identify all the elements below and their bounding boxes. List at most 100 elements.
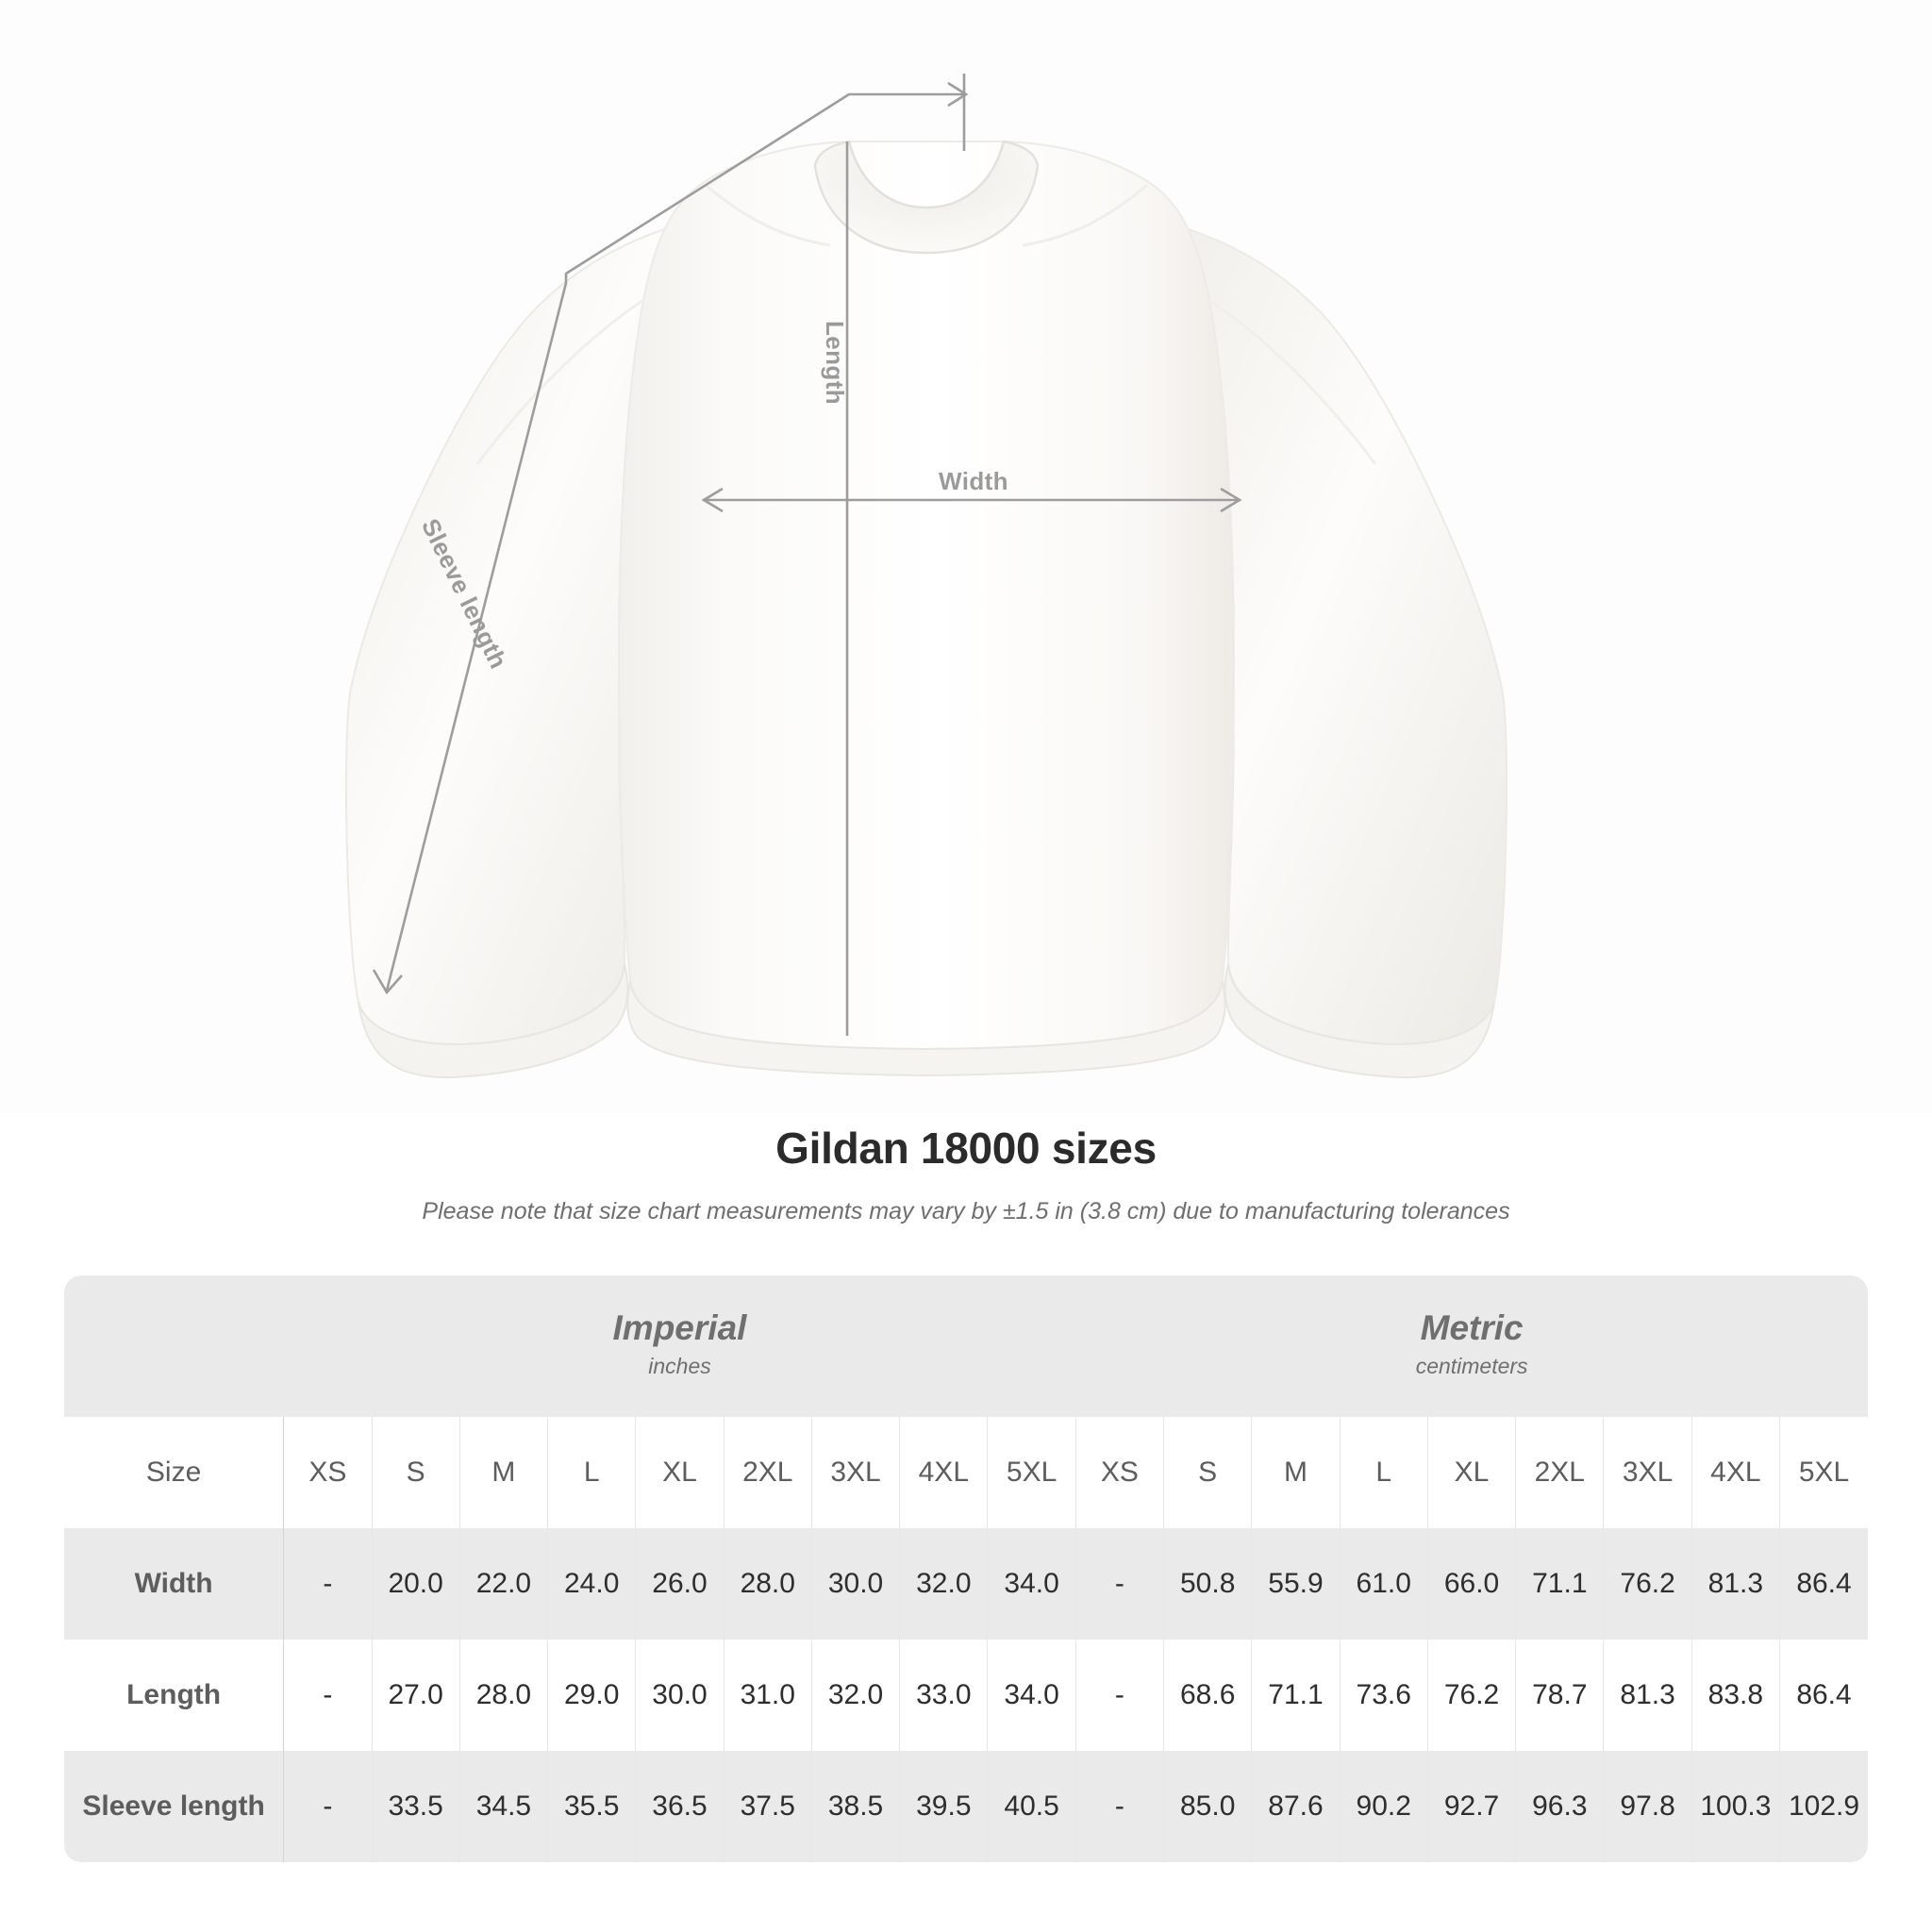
width-metric-4xl: 81.3 <box>1691 1528 1781 1640</box>
left-cuff <box>358 963 629 1079</box>
sleeve-metric-xs: - <box>1074 1751 1165 1862</box>
row-label-width: Width <box>64 1528 285 1640</box>
width-annotation-label: Width <box>939 467 1008 495</box>
sleeve-arrow-bottom <box>372 969 403 995</box>
sleeve-imperial-l: 35.5 <box>547 1751 637 1862</box>
left-shoulder-seam <box>705 183 831 247</box>
garment-illustration: Width Length Sleeve length <box>344 74 1508 1079</box>
length-metric-4xl: 83.8 <box>1691 1640 1781 1751</box>
unit-banner-imperial: Imperial inches <box>283 1275 1076 1417</box>
page-title: Gildan 18000 sizes <box>775 1124 1157 1173</box>
width-metric-m: 55.9 <box>1251 1528 1341 1640</box>
length-annotation-label: Length <box>821 321 849 406</box>
unit-sub-imperial: inches <box>648 1353 711 1378</box>
sleeve-imperial-s: 33.5 <box>372 1751 460 1862</box>
width-imperial-l: 24.0 <box>547 1528 637 1640</box>
sleeve-metric-xl: 92.7 <box>1427 1751 1517 1862</box>
width-imperial-m: 22.0 <box>459 1528 549 1640</box>
length-imperial-2xl: 31.0 <box>724 1640 812 1751</box>
length-metric-s: 68.6 <box>1163 1640 1253 1751</box>
header-imperial-xl: XL <box>635 1417 724 1528</box>
length-imperial-xl: 30.0 <box>635 1640 724 1751</box>
width-metric-3xl: 76.2 <box>1603 1528 1692 1640</box>
header-metric-4xl: 4XL <box>1691 1417 1781 1528</box>
left-raglan-fold <box>475 298 644 465</box>
length-metric-2xl: 78.7 <box>1515 1640 1605 1751</box>
size-header-row: Size XS S M L XL 2XL 3XL 4XL 5XL XS S M … <box>64 1417 1868 1528</box>
size-table-container: Imperial inches Metric centimeters Size … <box>64 1275 1868 1862</box>
header-imperial-3xl: 3XL <box>811 1417 901 1528</box>
sweatshirt-body <box>617 141 1236 1051</box>
width-imperial-xs: - <box>283 1528 373 1640</box>
bottom-ribbing <box>626 980 1226 1077</box>
unit-banner-row: Imperial inches Metric centimeters <box>64 1275 1868 1417</box>
length-metric-xs: - <box>1074 1640 1165 1751</box>
sleeve-imperial-m: 34.5 <box>459 1751 549 1862</box>
length-metric-m: 71.1 <box>1251 1640 1341 1751</box>
sleeve-imperial-3xl: 38.5 <box>811 1751 901 1862</box>
neck-ribbing <box>813 140 1040 255</box>
length-metric-l: 73.6 <box>1340 1640 1428 1751</box>
sleeve-imperial-5xl: 40.5 <box>987 1751 1076 1862</box>
width-imperial-5xl: 34.0 <box>987 1528 1076 1640</box>
header-imperial-l: L <box>547 1417 637 1528</box>
sleeve-metric-m: 87.6 <box>1251 1751 1341 1862</box>
sleeve-measure-line <box>385 92 964 991</box>
width-metric-xs: - <box>1074 1528 1165 1640</box>
table-row-width: Width - 20.0 22.0 24.0 26.0 28.0 30.0 32… <box>64 1528 1868 1640</box>
length-imperial-4xl: 33.0 <box>899 1640 989 1751</box>
width-metric-xl: 66.0 <box>1427 1528 1517 1640</box>
sweatshirt-graphic <box>344 74 1508 1079</box>
sleeve-arrow-top <box>947 81 969 108</box>
sleeve-imperial-2xl: 37.5 <box>724 1751 812 1862</box>
sleeve-metric-3xl: 97.8 <box>1603 1751 1692 1862</box>
length-metric-5xl: 86.4 <box>1779 1640 1868 1751</box>
table-row-length: Length - 27.0 28.0 29.0 30.0 31.0 32.0 3… <box>64 1640 1868 1751</box>
header-metric-xl: XL <box>1427 1417 1517 1528</box>
width-arrow-right <box>1220 487 1242 513</box>
width-metric-l: 61.0 <box>1340 1528 1428 1640</box>
row-label-length: Length <box>64 1640 285 1751</box>
unit-name-imperial: Imperial <box>612 1308 747 1348</box>
right-cuff <box>1224 963 1495 1079</box>
sleeve-imperial-4xl: 39.5 <box>899 1751 989 1862</box>
length-metric-xl: 76.2 <box>1427 1640 1517 1751</box>
length-imperial-3xl: 32.0 <box>811 1640 901 1751</box>
header-imperial-s: S <box>372 1417 460 1528</box>
width-arrow-left <box>701 487 724 513</box>
row-label-sleeve-length: Sleeve length <box>64 1751 285 1862</box>
sleeve-metric-l: 90.2 <box>1340 1751 1428 1862</box>
header-imperial-5xl: 5XL <box>987 1417 1076 1528</box>
length-imperial-l: 29.0 <box>547 1640 637 1751</box>
table-row-sleeve-length: Sleeve length - 33.5 34.5 35.5 36.5 37.5… <box>64 1751 1868 1862</box>
width-metric-5xl: 86.4 <box>1779 1528 1868 1640</box>
unit-name-metric: Metric <box>1420 1308 1524 1348</box>
width-metric-2xl: 71.1 <box>1515 1528 1605 1640</box>
header-metric-3xl: 3XL <box>1603 1417 1692 1528</box>
width-metric-s: 50.8 <box>1163 1528 1253 1640</box>
width-imperial-4xl: 32.0 <box>899 1528 989 1640</box>
header-metric-l: L <box>1340 1417 1428 1528</box>
width-imperial-2xl: 28.0 <box>724 1528 812 1640</box>
tolerance-note: Please note that size chart measurements… <box>422 1198 1510 1224</box>
unit-banner-spacer <box>64 1275 284 1417</box>
length-imperial-5xl: 34.0 <box>987 1640 1076 1751</box>
header-imperial-2xl: 2XL <box>724 1417 812 1528</box>
title-block: Gildan 18000 sizes Please note that size… <box>0 1123 1932 1225</box>
width-imperial-s: 20.0 <box>372 1528 460 1640</box>
length-imperial-s: 27.0 <box>372 1640 460 1751</box>
right-shoulder-seam <box>1022 183 1148 247</box>
width-imperial-xl: 26.0 <box>635 1528 724 1640</box>
sleeve-metric-5xl: 102.9 <box>1779 1751 1868 1862</box>
unit-banner-metric: Metric centimeters <box>1075 1275 1868 1417</box>
header-metric-xs: XS <box>1074 1417 1165 1528</box>
header-metric-5xl: 5XL <box>1779 1417 1868 1528</box>
sleeve-imperial-xs: - <box>283 1751 373 1862</box>
unit-sub-metric: centimeters <box>1415 1353 1528 1378</box>
sleeve-metric-4xl: 100.3 <box>1691 1751 1781 1862</box>
length-imperial-m: 28.0 <box>459 1640 549 1751</box>
sleeve-metric-2xl: 96.3 <box>1515 1751 1605 1862</box>
header-size-label: Size <box>64 1417 285 1528</box>
header-imperial-xs: XS <box>283 1417 373 1528</box>
